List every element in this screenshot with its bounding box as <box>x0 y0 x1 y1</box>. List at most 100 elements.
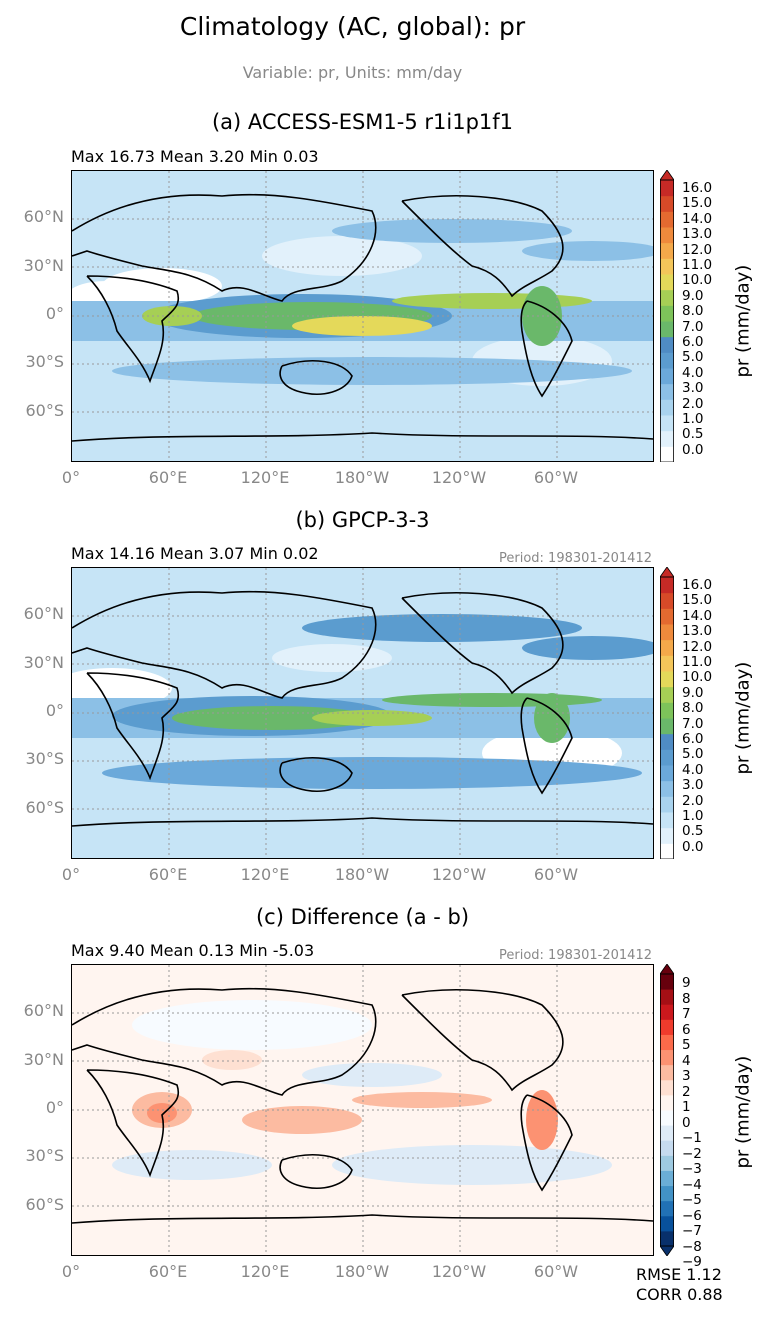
panel-c-lat-tick: 60°N <box>23 1001 64 1020</box>
panel-a-lon-tick: 120°E <box>240 468 290 487</box>
colorbar-segment <box>660 352 674 369</box>
panel-b-title: (b) GPCP-3-3 <box>295 508 430 532</box>
colorbar-segment <box>660 258 674 275</box>
colorbar-segment <box>660 1170 674 1187</box>
colorbar-segment <box>660 718 674 735</box>
colorbar-segment <box>660 1110 674 1126</box>
colorbar-tick-label: 6.0 <box>682 731 704 747</box>
colorbar-segment <box>660 702 674 719</box>
colorbar-segment <box>660 415 674 432</box>
colorbar-tick-label: 13.0 <box>682 623 713 640</box>
panel-a-map-svg <box>72 171 653 461</box>
colorbar-segment <box>660 780 674 797</box>
colorbar-segment <box>660 430 674 447</box>
panel-a-lon-tick: 180°W <box>334 468 390 487</box>
colorbar-segment <box>660 1049 674 1066</box>
colorbar-segment <box>660 1200 674 1217</box>
colorbar-tick-label: 13.0 <box>682 226 713 243</box>
colorbar-tick-label: 0 <box>682 1114 691 1131</box>
colorbar-segment <box>660 843 674 859</box>
panel-c-lat-tick: 30°N <box>23 1050 64 1069</box>
colorbar-tick-label: 0.0 <box>682 838 704 855</box>
colorbar-segment <box>660 399 674 416</box>
colorbar-tick-label: 1.0 <box>682 808 704 824</box>
colorbar-tick-label: 14.0 <box>682 607 713 624</box>
rmse-metric: RMSE 1.12 <box>636 1265 722 1284</box>
corr-metric: CORR 0.88 <box>636 1285 723 1304</box>
colorbar-tick-label: 0.5 <box>682 426 704 443</box>
colorbar-tick-label: 8.0 <box>682 700 704 717</box>
panel-a-map <box>71 170 654 462</box>
colorbar-tick-label: −2 <box>682 1145 702 1162</box>
colorbar-segment <box>660 1019 674 1035</box>
panel-a-lat-tick: 0° <box>45 304 64 323</box>
colorbar-tick-label: 4.0 <box>682 364 704 381</box>
colorbar-tick-label: 11.0 <box>682 257 713 273</box>
colorbar-tick-label: 4.0 <box>682 761 704 778</box>
panel-b-period: Period: 198301-201412 <box>499 551 652 566</box>
colorbar-segment <box>660 227 674 244</box>
panel-b-coastline <box>72 590 653 827</box>
panel-b-lat-tick: 30°S <box>25 749 64 768</box>
colorbar-segment <box>660 812 674 829</box>
colorbar-segment <box>660 1034 674 1051</box>
colorbar-tick-label: 7.0 <box>682 715 704 732</box>
panel-b-map-svg <box>72 568 653 858</box>
colorbar-segment <box>660 1064 674 1081</box>
panel-a-colorbar-label: pr (mm/day) <box>732 264 754 378</box>
panel-c-stats: Max 9.40 Mean 0.13 Min -5.03 <box>71 941 315 960</box>
colorbar-extend-max <box>660 170 674 181</box>
panel-b-lon-tick: 180°W <box>334 865 390 884</box>
colorbar-segment <box>660 796 674 813</box>
colorbar-tick-label: 7.0 <box>682 318 704 335</box>
colorbar-segment <box>660 321 674 338</box>
colorbar-tick-label: 9.0 <box>682 287 704 304</box>
panel-b-colorbar <box>660 567 674 859</box>
colorbar-segment <box>660 336 674 353</box>
colorbar-segment <box>660 827 674 844</box>
colorbar-tick-label: 6 <box>682 1021 691 1038</box>
colorbar-segment <box>660 242 674 259</box>
colorbar-tick-label: −9 <box>682 1254 702 1270</box>
colorbar-extend-max <box>660 964 674 975</box>
colorbar-tick-label: 16.0 <box>682 577 713 593</box>
colorbar-segment <box>660 1155 674 1171</box>
panel-b-lon-tick: 0° <box>61 865 81 884</box>
panel-c-lon-tick: 60°E <box>148 1262 188 1281</box>
colorbar-segment <box>660 733 674 750</box>
panel-b-lat-tick: 30°N <box>23 653 64 672</box>
panel-c-colorbar <box>660 964 674 1256</box>
colorbar-segment <box>660 655 674 672</box>
colorbar-segment <box>660 383 674 400</box>
colorbar-tick-label: 16.0 <box>682 180 713 196</box>
panel-b-lon-tick: 120°W <box>431 865 487 884</box>
panel-a-lon-tick: 60°W <box>533 468 579 487</box>
colorbar-tick-label: 10.0 <box>682 272 713 289</box>
colorbar-tick-label: 7 <box>682 1006 691 1022</box>
panel-c-lon-tick: 60°W <box>533 1262 579 1281</box>
panel-b-lat-tick: 60°S <box>25 798 64 817</box>
panel-c-lon-tick: 120°W <box>431 1262 487 1281</box>
colorbar-segment <box>660 749 674 766</box>
panel-c-period: Period: 198301-201412 <box>499 948 652 963</box>
colorbar-tick-label: 6.0 <box>682 334 704 350</box>
panel-c-lon-tick: 180°W <box>334 1262 390 1281</box>
panel-a-lon-tick: 120°W <box>431 468 487 487</box>
colorbar-segment <box>660 577 674 594</box>
colorbar-segment <box>660 592 674 609</box>
panel-a-lon-tick: 60°E <box>148 468 188 487</box>
colorbar-tick-label: 9 <box>682 975 691 991</box>
colorbar-segment <box>660 765 674 782</box>
colorbar-tick-label: 4 <box>682 1052 691 1069</box>
panel-c-lon-tick: 120°E <box>240 1262 290 1281</box>
colorbar-tick-label: −3 <box>682 1161 702 1177</box>
colorbar-tick-label: 3.0 <box>682 777 704 794</box>
panel-b-lat-tick: 60°N <box>23 604 64 623</box>
colorbar-tick-label: −1 <box>682 1130 702 1146</box>
figure-title: Climatology (AC, global): pr <box>179 12 526 41</box>
colorbar-tick-label: 15.0 <box>682 195 713 212</box>
colorbar-segment <box>660 1215 674 1232</box>
colorbar-segment <box>660 686 674 703</box>
panel-c-lat-tick: 60°S <box>25 1195 64 1214</box>
colorbar-segment <box>660 368 674 385</box>
